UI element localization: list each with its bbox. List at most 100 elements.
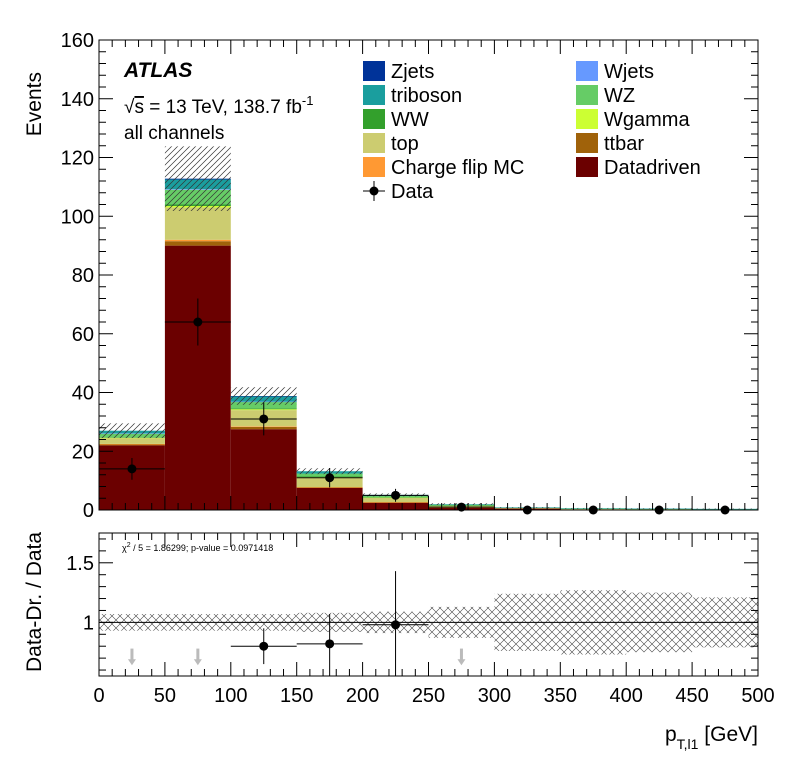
lower-y-tick-label: 1 <box>83 612 94 634</box>
ratio-offscale-arrow <box>193 648 202 666</box>
stack-bar-ttbar-bin-4 <box>362 502 429 503</box>
ratio-offscale-arrows <box>127 648 466 666</box>
legend-item-wgamma: Wgamma <box>576 109 690 131</box>
energy-prefix: s <box>134 97 144 118</box>
x-axis-label: pT,l1 [GeV] <box>665 723 758 752</box>
legend-swatch <box>363 133 385 153</box>
legend-swatch <box>576 109 598 129</box>
legend-label: Datadriven <box>604 157 701 179</box>
energy-lumi-label: √s = 13 TeV, 138.7 fb-1 <box>124 93 313 118</box>
data-point-bin-5 <box>428 502 495 512</box>
x-tick-label: 200 <box>346 685 379 707</box>
x-tick-label: 450 <box>675 685 708 707</box>
x-tick-label: 0 <box>93 685 104 707</box>
legend-swatch <box>576 85 598 105</box>
stack-bar-ttbar-bin-0 <box>99 444 165 446</box>
legend-swatch <box>576 61 598 81</box>
upper-y-tick-label: 160 <box>61 30 94 52</box>
upper-y-tick-label: 40 <box>72 383 94 405</box>
stack-bar-top-bin-1 <box>164 207 231 240</box>
legend-item-zjets: Zjets <box>363 61 434 83</box>
upper-band-bin-0 <box>99 423 165 439</box>
upper-y-tick-label: 120 <box>61 148 94 170</box>
stack-bar-ttbar-bin-3 <box>296 487 363 488</box>
data-point-bin-3 <box>296 467 363 488</box>
x-axis-label-sub: T,l1 <box>677 736 699 752</box>
x-tick-label: 100 <box>214 685 247 707</box>
legend-marker <box>369 186 379 196</box>
x-tick-label: 500 <box>741 685 774 707</box>
stack-bar-top-bin-0 <box>99 438 165 444</box>
upper-y-tick-label: 80 <box>72 265 94 287</box>
legend-swatch <box>576 157 598 177</box>
legend-item-ttbar: ttbar <box>576 133 644 155</box>
stack-bar-datadriven-bin-4 <box>362 502 429 510</box>
stack-bar-datadriven-bin-3 <box>296 487 363 510</box>
ratio-offscale-arrow <box>127 648 136 666</box>
legend: Zjets Wjets triboson WZ WW Wgamma top ttbar Char… <box>363 61 701 203</box>
legend-swatch <box>363 109 385 129</box>
legend-item-wjets: Wjets <box>576 61 654 83</box>
atlas-label-block: ATLAS √s = 13 TeV, 138.7 fb-1 all channe… <box>123 59 313 144</box>
legend-item-data: Data <box>363 181 434 203</box>
data-point-bin-0 <box>99 458 165 480</box>
lower-y-tick-label: 1.5 <box>66 553 94 575</box>
ratio-point-bin-2 <box>230 628 297 665</box>
lower-y-axis-label: Data-Dr. / Data <box>23 532 46 672</box>
upper-y-axis-label: Events <box>23 72 46 136</box>
x-tick-label: 350 <box>544 685 577 707</box>
data-point-bin-4 <box>362 488 429 502</box>
legend-swatch <box>576 133 598 153</box>
atlas-label: ATLAS <box>123 59 192 82</box>
legend-item-ww: WW <box>363 109 429 131</box>
data-point-bin-1 <box>164 298 231 346</box>
ratio-offscale-arrow <box>457 648 466 666</box>
upper-band-bin-2 <box>230 387 297 405</box>
x-axis-label-unit: [GeV] <box>698 723 758 746</box>
stack-bar-charge-flip-mc-bin-4 <box>362 502 429 503</box>
stack-bar-charge-flip-mc-bin-1 <box>164 239 231 242</box>
ratio-point-bin-4 <box>362 571 429 676</box>
stack-bar-datadriven-bin-1 <box>164 245 231 510</box>
legend-label: Charge flip MC <box>391 157 524 179</box>
upper-y-tick-label: 0 <box>83 500 94 522</box>
x-tick-label: 50 <box>154 685 176 707</box>
x-tick-label: 400 <box>610 685 643 707</box>
lumi-exponent: -1 <box>302 93 314 108</box>
stack-bar-datadriven-bin-2 <box>230 429 297 510</box>
legend-label: WZ <box>604 85 635 107</box>
legend-item-top: top <box>363 133 419 155</box>
data-point-bin-2 <box>230 402 297 436</box>
legend-label: Data <box>391 181 434 203</box>
chi2-exponent: 2 <box>127 542 131 549</box>
x-tick-label: 150 <box>280 685 313 707</box>
legend-label: top <box>391 133 419 155</box>
ratio-data-points <box>230 571 429 676</box>
upper-y-tick-label: 140 <box>61 89 94 111</box>
upper-y-tick-label: 20 <box>72 441 94 463</box>
stack-bar-ttbar-bin-1 <box>164 241 231 246</box>
legend-item-charge-flip-mc: Charge flip MC <box>363 157 524 179</box>
legend-label: ttbar <box>604 133 644 155</box>
chi2-symbol: χ <box>122 543 127 553</box>
upper-y-tick-label: 100 <box>61 206 94 228</box>
legend-label: Wjets <box>604 61 654 83</box>
channel-label: all channels <box>124 123 224 144</box>
legend-item-triboson: triboson <box>363 85 462 107</box>
legend-item-wz: WZ <box>576 85 635 107</box>
stack-bar-charge-flip-mc-bin-0 <box>99 443 165 445</box>
ratio-point-bin-3 <box>296 614 363 676</box>
chi2-label: χ2 / 5 = 1.86299; p-value = 0.0971418 <box>122 542 273 553</box>
chi2-text: / 5 = 1.86299; p-value = 0.0971418 <box>131 543 274 553</box>
legend-swatch <box>363 85 385 105</box>
upper-axes: 0 20 40 60 80 100 120 140 160 <box>61 30 759 522</box>
legend-swatch <box>363 157 385 177</box>
legend-item-datadriven: Datadriven <box>576 157 701 179</box>
legend-label: Zjets <box>391 61 434 83</box>
legend-swatch <box>363 61 385 81</box>
upper-y-tick-label: 60 <box>72 324 94 346</box>
energy-text: = 13 TeV, 138.7 fb <box>144 97 302 118</box>
lower-axes: 1 1.5 0 50 100 150 200 250 300 350 400 450 500 <box>66 533 775 707</box>
legend-label: WW <box>391 109 429 131</box>
